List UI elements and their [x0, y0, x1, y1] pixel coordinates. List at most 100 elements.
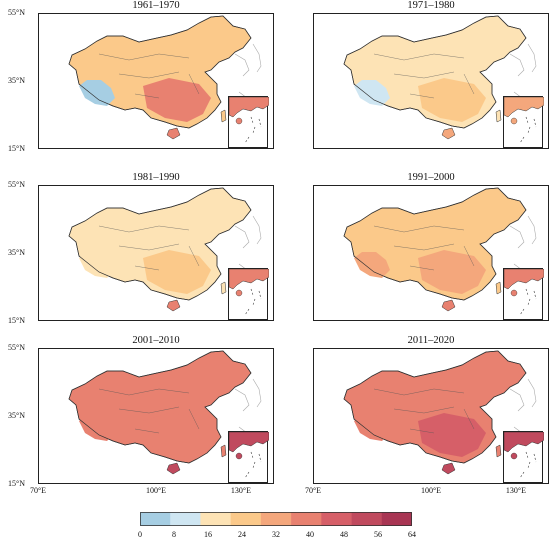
china-map [68, 350, 262, 475]
colorbar-segment [291, 512, 322, 526]
neighbor-coastline [234, 225, 250, 249]
inset-coast [503, 268, 545, 290]
inset-coast [228, 268, 270, 290]
longitude-label: 100°E [420, 486, 442, 495]
map-frame [38, 348, 274, 484]
south-china-sea-inset [228, 96, 270, 148]
neighbor-coastline [509, 225, 525, 249]
map-frame [313, 13, 549, 149]
china-border [343, 350, 527, 464]
map-frame [313, 348, 549, 484]
taiwan-island [220, 281, 227, 295]
map-panel: 1991–2000 [313, 172, 549, 325]
longitude-label: 130°E [230, 486, 251, 495]
latitude-label: 35°N [8, 76, 25, 85]
hainan-island [441, 127, 456, 140]
inset-island [510, 117, 518, 125]
inset-coast [228, 431, 270, 453]
colorbar-segment [321, 512, 352, 526]
longitude-label: 130°E [505, 486, 526, 495]
south-china-sea-inset [503, 268, 545, 320]
region-west-plateau [79, 252, 115, 278]
colorbar-tick-label: 48 [340, 530, 348, 539]
hainan-island [166, 127, 181, 140]
region-south [418, 250, 486, 294]
neighbor-coastline [252, 378, 262, 408]
panel-title: 1991–2000 [407, 172, 455, 183]
neighbor-coastline [527, 378, 537, 408]
neighbor-coastline [509, 53, 525, 77]
south-china-sea-inset [228, 431, 270, 483]
colorbar-segment [260, 512, 292, 526]
china-map [343, 350, 537, 475]
map-panel: 1971–1980 [313, 0, 549, 153]
colorbar-border [140, 512, 412, 526]
map-frame [38, 13, 274, 149]
region-west-plateau [354, 252, 390, 278]
map-panel: 1961–1970 55°N 35°N 15°N [8, 0, 274, 153]
region-west-plateau [79, 415, 115, 441]
hainan-island [166, 299, 181, 312]
province-borders [373, 225, 475, 271]
nine-dash-line [244, 116, 262, 144]
region-west-plateau [79, 80, 115, 106]
nine-dash-line [244, 288, 262, 316]
colorbar-segment [200, 512, 231, 526]
inset-island [510, 289, 518, 297]
inset-island [235, 452, 243, 460]
region-west-plateau [354, 415, 390, 441]
colorbar-segment [230, 512, 262, 526]
neighbor-coastline [234, 388, 250, 412]
neighbor-coastline [252, 215, 262, 245]
china-border [68, 15, 252, 129]
map-frame [313, 185, 549, 321]
longitude-label: 70°E [304, 486, 322, 495]
taiwan-island [220, 109, 227, 123]
province-borders [373, 388, 475, 434]
china-map [68, 15, 262, 140]
colorbar-tick-label: 8 [172, 530, 176, 539]
panel-title: 1961–1970 [132, 0, 180, 11]
nine-dash-line [519, 116, 537, 144]
inset-coast [503, 431, 545, 453]
nine-dash-line [244, 451, 262, 479]
taiwan-island [220, 444, 227, 458]
colorbar-segment [381, 512, 412, 526]
colorbar-tick-label: 32 [272, 530, 280, 539]
neighbor-coastline [234, 53, 250, 77]
inset-coast [503, 96, 545, 118]
china-map [343, 15, 537, 140]
taiwan-island [495, 281, 502, 295]
region-south [143, 413, 211, 457]
latitude-label: 55°N [8, 8, 25, 17]
inset-island [510, 452, 518, 460]
panel-title: 1971–1980 [407, 0, 455, 11]
latitude-label: 35°N [8, 248, 25, 257]
colorbar-tick-label: 64 [408, 530, 416, 539]
neighbor-coastline [527, 215, 537, 245]
colorbar-segment [140, 512, 171, 526]
map-panel: 1981–1990 55°N 35°N 15°N [8, 172, 274, 325]
latitude-label: 35°N [8, 411, 25, 420]
hainan-island [441, 462, 456, 475]
china-border [343, 187, 527, 301]
latitude-label: 55°N [8, 180, 25, 189]
region-west-plateau [354, 80, 390, 106]
china-border [343, 15, 527, 129]
panel-title: 2011–2020 [407, 335, 455, 346]
neighbor-coastline [527, 43, 537, 73]
latitude-label: 55°N [8, 343, 25, 352]
province-borders [98, 53, 200, 99]
latitude-label: 15°N [8, 144, 25, 153]
colorbar-tick-label: 56 [374, 530, 382, 539]
longitude-label: 100°E [145, 486, 167, 495]
china-map [343, 187, 537, 312]
south-china-sea-inset [228, 268, 270, 320]
inset-island [235, 117, 243, 125]
region-south [143, 250, 211, 294]
map-panel: 2001–2010 55°N 35°N 15°N 70°E 100°E 130°E [8, 335, 274, 495]
colorbar-segment [170, 512, 201, 526]
latitude-label: 15°N [8, 479, 25, 488]
colorbar-tick-label: 40 [306, 530, 314, 539]
longitude-label: 70°E [29, 486, 47, 495]
